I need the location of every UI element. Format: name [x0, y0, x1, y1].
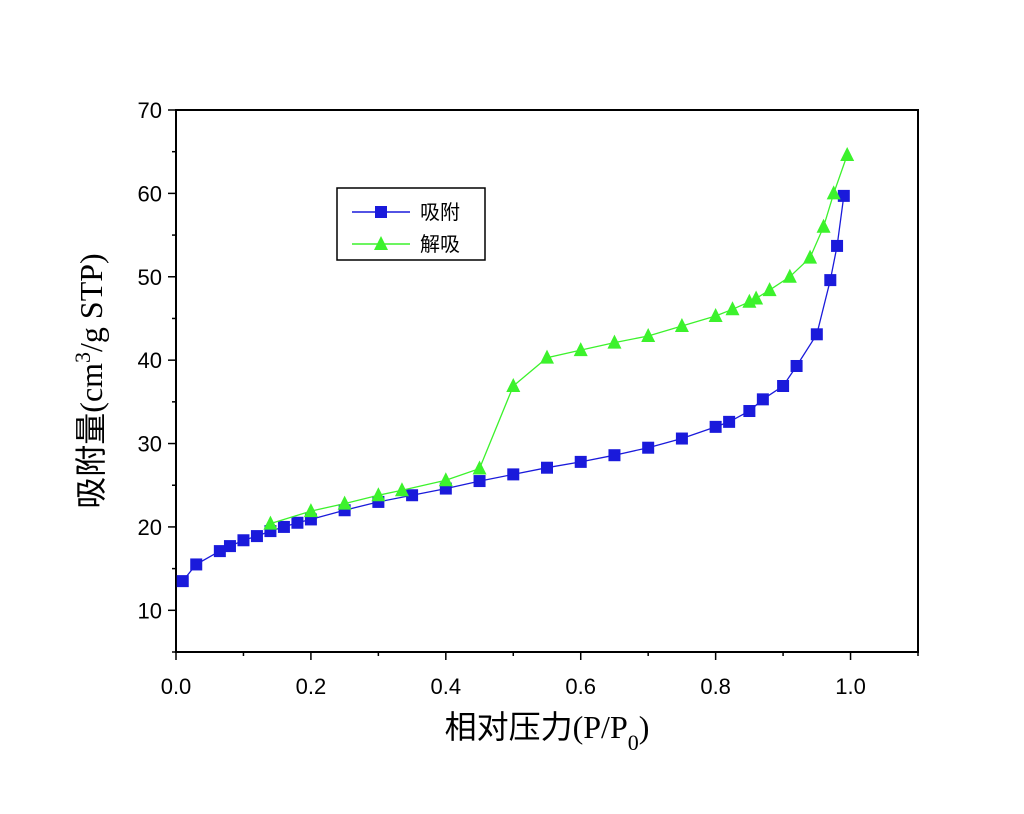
axis-ticks [168, 109, 919, 660]
x-tick-label: 0.2 [296, 674, 327, 699]
data-point-adsorption [237, 534, 250, 547]
data-point-adsorption [743, 405, 756, 418]
x-tick-label: 1.0 [835, 674, 866, 699]
data-point-desorption [472, 460, 487, 475]
x-tick-label: 0.4 [431, 674, 462, 699]
x-axis-title: 相对压力(P/P0) [445, 709, 650, 755]
legend-box [336, 187, 486, 261]
data-point-adsorption [642, 441, 655, 454]
y-tick-label: 50 [138, 265, 162, 290]
data-point-adsorption [675, 432, 688, 445]
data-point-desorption [263, 515, 278, 530]
y-tick-label: 10 [138, 598, 162, 623]
data-point-adsorption [824, 274, 837, 287]
data-point-adsorption [277, 520, 290, 533]
data-point-adsorption [831, 239, 844, 252]
data-point-adsorption [837, 189, 850, 202]
data-point-adsorption [223, 540, 236, 553]
y-tick-label: 20 [138, 515, 162, 540]
data-point-desorption [641, 327, 656, 342]
series-layer [176, 147, 855, 588]
plot-frame [175, 109, 919, 653]
data-point-desorption [573, 342, 588, 357]
axis-tick-labels: 0.0 0.2 0.4 0.6 0.8 1.0 10 20 30 40 50 60 70 [138, 98, 866, 699]
data-point-desorption [725, 301, 740, 316]
data-point-desorption [749, 290, 764, 305]
data-point-desorption [782, 268, 797, 283]
data-point-desorption [803, 249, 818, 264]
y-axis-title: 吸附量(cm3/g STP) [70, 253, 109, 508]
y-tick-label: 30 [138, 432, 162, 457]
x-tick-label: 0.8 [700, 674, 731, 699]
data-point-desorption [337, 495, 352, 510]
data-point-adsorption [176, 575, 189, 588]
y-tick-label: 40 [138, 348, 162, 373]
data-point-adsorption [709, 420, 722, 433]
data-point-desorption [840, 147, 855, 162]
data-point-adsorption [790, 359, 803, 372]
data-point-adsorption [213, 545, 226, 558]
data-point-adsorption [723, 415, 736, 428]
x-tick-label: 0.0 [161, 674, 192, 699]
data-point-desorption [762, 282, 777, 297]
legend-label-adsorption: 吸附 [420, 200, 460, 224]
data-point-desorption [607, 334, 622, 349]
data-point-adsorption [473, 475, 486, 488]
y-tick-label: 70 [138, 98, 162, 123]
data-point-desorption [303, 503, 318, 518]
data-point-adsorption [810, 328, 823, 341]
data-point-desorption [371, 487, 386, 502]
data-point-adsorption [777, 380, 790, 393]
data-point-desorption [506, 378, 521, 393]
data-point-desorption [438, 472, 453, 487]
legend: 吸附 解吸 [336, 187, 486, 261]
data-point-desorption [826, 185, 841, 200]
data-point-desorption [540, 349, 554, 364]
data-point-desorption [708, 307, 723, 322]
legend-marker-desorption [374, 236, 388, 250]
legend-marker-adsorption [375, 206, 387, 218]
data-point-adsorption [507, 468, 520, 481]
data-point-desorption [674, 317, 689, 332]
data-point-adsorption [190, 558, 203, 571]
data-point-adsorption [291, 516, 304, 529]
data-point-adsorption [608, 449, 621, 462]
data-point-desorption [394, 482, 409, 497]
data-point-adsorption [406, 489, 419, 502]
data-point-desorption [816, 218, 831, 233]
legend-label-desorption: 解吸 [420, 232, 460, 256]
x-tick-label: 0.6 [565, 674, 596, 699]
data-point-adsorption [541, 461, 553, 474]
data-point-adsorption [574, 455, 587, 468]
data-point-adsorption [756, 393, 769, 406]
y-tick-label: 60 [138, 181, 162, 206]
data-point-adsorption [250, 530, 263, 543]
